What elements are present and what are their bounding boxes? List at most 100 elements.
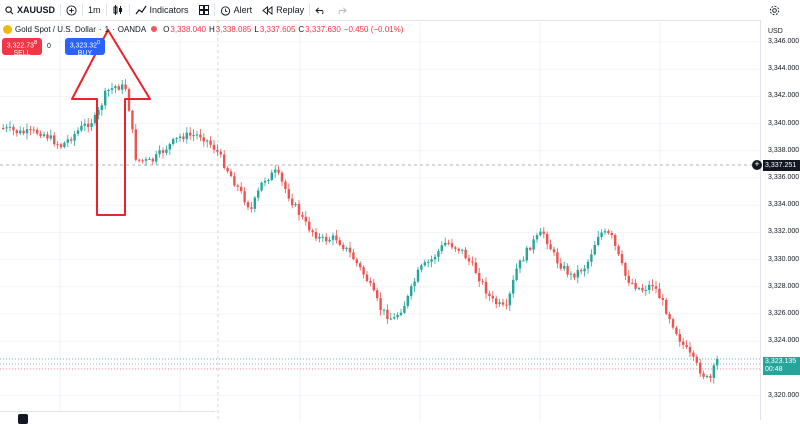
candle-body: [301, 214, 304, 217]
indicators-icon: [135, 5, 147, 15]
candle-body: [382, 309, 386, 311]
sell-button[interactable]: 3,322.738 SELL: [2, 38, 42, 58]
candle-body: [100, 105, 103, 111]
candle-body: [566, 265, 569, 275]
chart-type-button[interactable]: [107, 0, 129, 20]
buy-price: 3,323.32: [69, 42, 97, 50]
last-price-label: 3,323.135 00:48: [763, 357, 800, 375]
axis-tick-label: 3,336.000: [768, 174, 800, 181]
candle-body: [168, 143, 171, 150]
price-axis[interactable]: USD 3,346.000 3,344.000 3,342.000 3,340.000…: [760, 20, 800, 420]
candle-body: [648, 284, 651, 291]
candle-body: [226, 167, 229, 172]
candle-body: [117, 86, 120, 90]
candle-body: [229, 171, 233, 177]
candle-body: [702, 373, 705, 377]
redo-icon: [336, 6, 347, 15]
candle-body: [576, 270, 579, 278]
candle-body: [671, 319, 675, 328]
candle-body: [695, 356, 698, 363]
buy-button[interactable]: 3,323.320 BUY: [65, 38, 105, 57]
candle-body: [284, 181, 287, 190]
candle-body: [182, 136, 185, 140]
candle-body: [131, 110, 134, 130]
candle-body: [155, 154, 158, 162]
undo-button[interactable]: [310, 0, 331, 20]
candle-body: [19, 130, 22, 134]
candle-body: [614, 235, 617, 246]
candle-body: [277, 169, 280, 173]
instrument-name: Gold Spot / U.S. Dollar: [15, 24, 96, 34]
candle-body: [335, 235, 338, 241]
chart-canvas[interactable]: [0, 20, 760, 420]
separator: ·: [98, 24, 102, 34]
candle-body: [308, 221, 311, 231]
replay-button[interactable]: Replay: [257, 0, 309, 20]
interval-button[interactable]: 1m: [83, 0, 106, 20]
candle-body: [505, 304, 508, 306]
add-alert-plus-icon[interactable]: +: [752, 160, 762, 170]
candle-body: [199, 134, 202, 138]
toolbar-divider: [82, 4, 84, 16]
panel-icon: [18, 414, 28, 424]
candle-body: [416, 269, 420, 282]
candle-body: [396, 314, 399, 318]
candle-body: [158, 150, 161, 155]
candle-body: [73, 133, 76, 141]
candle-body: [688, 347, 692, 353]
settings-button[interactable]: [764, 0, 800, 20]
candle-body: [195, 134, 199, 136]
candle-body: [29, 129, 32, 131]
sell-label: SELL: [13, 50, 31, 58]
sell-price-sup: 8: [34, 40, 38, 46]
candle-body: [376, 290, 379, 299]
axis-tick-label: 3,334.000: [768, 201, 800, 209]
candle-body: [525, 247, 528, 261]
candle-body: [641, 288, 644, 291]
candle-body: [178, 136, 182, 139]
toolbar-divider: [128, 4, 130, 16]
candle-body: [76, 130, 80, 134]
candle-body: [236, 185, 239, 187]
candle-body: [59, 144, 63, 148]
candle-body: [474, 262, 477, 274]
candle-body: [467, 258, 471, 262]
candle-body: [134, 129, 137, 160]
candle-body: [386, 309, 389, 320]
candle-body: [501, 302, 505, 305]
indicators-button[interactable]: Indicators: [130, 0, 194, 20]
candle-body: [42, 134, 46, 136]
candle-body: [46, 134, 49, 139]
redo-button[interactable]: [331, 0, 352, 20]
candle-body: [365, 274, 369, 281]
candle-body: [138, 159, 141, 161]
candle-body: [491, 295, 494, 299]
crosshair-price-label: 3,337.251: [763, 160, 800, 171]
buy-price-sup: 0: [97, 40, 101, 46]
candle-body: [331, 235, 335, 240]
candle-body: [93, 114, 97, 124]
alert-button[interactable]: Alert: [215, 0, 258, 20]
compare-button[interactable]: [61, 0, 82, 20]
candle-body: [583, 268, 586, 272]
candle-body: [148, 158, 151, 160]
grid-icon: [198, 5, 209, 15]
candle-body: [508, 293, 511, 306]
chart-grid: [0, 20, 760, 420]
candle-body: [590, 254, 593, 262]
candle-body: [240, 186, 243, 192]
candle-body: [692, 352, 695, 357]
candle-body: [634, 282, 637, 289]
candle-body: [141, 160, 144, 162]
axis-tick-label: 3,344.000: [768, 65, 800, 73]
candle-body: [403, 305, 406, 313]
toolbar-divider: [309, 4, 311, 16]
candle-body: [430, 259, 433, 262]
candle-body: [202, 137, 205, 142]
close-label: C: [298, 24, 305, 34]
candle-body: [532, 239, 535, 250]
candle-body: [36, 129, 39, 134]
alert-label: Alert: [233, 5, 253, 15]
templates-button[interactable]: [194, 0, 214, 20]
symbol-search[interactable]: XAUUSD: [0, 0, 60, 20]
